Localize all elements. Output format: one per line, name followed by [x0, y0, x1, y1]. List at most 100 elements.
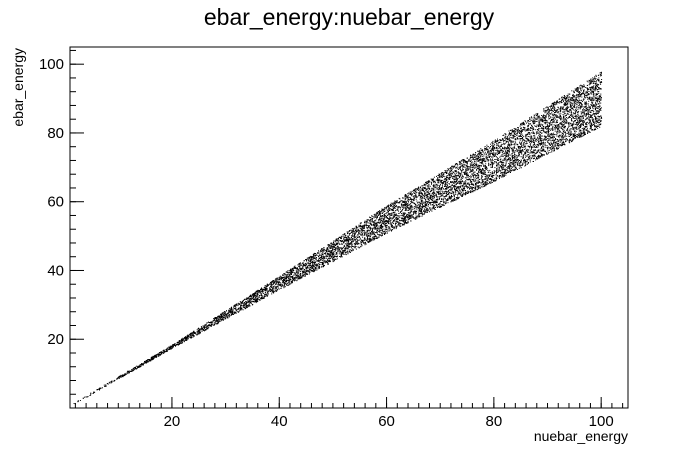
scatter-point [424, 209, 426, 211]
scatter-point [579, 91, 581, 93]
scatter-point [313, 260, 315, 262]
scatter-point [570, 122, 572, 124]
scatter-point [457, 197, 459, 198]
scatter-point [579, 92, 581, 94]
scatter-point [591, 98, 593, 100]
scatter-point [595, 94, 597, 96]
scatter-point [532, 156, 534, 158]
scatter-point [346, 240, 348, 242]
scatter-point [561, 143, 563, 145]
scatter-point [488, 151, 490, 153]
scatter-point [337, 240, 339, 242]
scatter-point [291, 274, 292, 275]
scatter-point [545, 122, 547, 124]
scatter-point [266, 295, 268, 297]
scatter-point [512, 155, 514, 157]
scatter-point [270, 283, 272, 285]
scatter-point [589, 87, 591, 89]
scatter-point [259, 292, 261, 294]
scatter-point [382, 220, 384, 222]
scatter-point [494, 179, 496, 181]
scatter-point [582, 109, 584, 111]
scatter-point [595, 74, 597, 76]
scatter-point [494, 152, 496, 154]
scatter-point [468, 160, 470, 162]
scatter-point [92, 393, 94, 394]
scatter-point [337, 255, 338, 257]
scatter-point [381, 211, 383, 213]
scatter-point [233, 306, 234, 308]
scatter-point [545, 118, 547, 120]
scatter-point [556, 135, 558, 137]
scatter-point [563, 97, 564, 99]
scatter-point [593, 129, 595, 131]
scatter-point [342, 235, 344, 237]
scatter-point [418, 211, 420, 213]
scatter-point [488, 183, 490, 185]
scatter-point [599, 87, 601, 89]
scatter-point [582, 92, 584, 94]
scatter-point [544, 110, 546, 112]
scatter-point [513, 128, 515, 130]
scatter-point [290, 270, 291, 272]
scatter-point [555, 122, 557, 124]
scatter-point [587, 94, 589, 96]
scatter-point [293, 277, 295, 279]
scatter-point [369, 241, 371, 243]
scatter-point [492, 176, 493, 178]
scatter-point [513, 136, 515, 138]
scatter-point [457, 191, 459, 193]
scatter-point [535, 129, 537, 131]
scatter-point [531, 151, 533, 153]
scatter-point [340, 238, 342, 239]
scatter-point [523, 160, 524, 162]
scatter-point [294, 279, 296, 281]
scatter-point [110, 381, 112, 383]
scatter-point [546, 138, 547, 140]
scatter-point [386, 206, 388, 208]
scatter-point [306, 263, 307, 265]
scatter-point [375, 232, 377, 233]
scatter-point [220, 317, 222, 319]
scatter-point [466, 162, 468, 164]
scatter-point [230, 312, 232, 314]
scatter-point [594, 76, 596, 78]
scatter-point [456, 175, 458, 177]
scatter-point [331, 246, 333, 248]
scatter-point [547, 128, 549, 130]
scatter-point [496, 165, 498, 167]
scatter-point [486, 182, 488, 184]
scatter-point [559, 118, 561, 119]
scatter-point [187, 334, 189, 336]
scatter-point [355, 239, 357, 240]
scatter-point [395, 223, 396, 225]
scatter-point [246, 306, 248, 307]
scatter-point [583, 95, 585, 97]
scatter-point [550, 137, 552, 138]
scatter-point [501, 154, 503, 156]
scatter-point [317, 260, 319, 262]
scatter-point [85, 396, 87, 398]
scatter-point [379, 213, 381, 215]
scatter-point [511, 154, 513, 156]
scatter-point [486, 184, 488, 185]
scatter-point [512, 134, 514, 136]
scatter-point [99, 389, 100, 391]
scatter-point [581, 106, 583, 108]
scatter-point [510, 172, 511, 173]
scatter-point [448, 190, 449, 192]
scatter-point [455, 174, 457, 176]
scatter-point [564, 97, 566, 99]
scatter-point [403, 197, 405, 199]
scatter-point [394, 204, 396, 206]
scatter-point [275, 288, 277, 290]
scatter-point [331, 256, 333, 258]
scatter-point [249, 305, 251, 307]
scatter-point [328, 257, 330, 259]
scatter-point [486, 144, 488, 146]
scatter-point [574, 112, 576, 114]
scatter-point [491, 164, 493, 166]
scatter-point [581, 85, 583, 87]
scatter-point [107, 383, 109, 385]
scatter-point [563, 110, 565, 112]
